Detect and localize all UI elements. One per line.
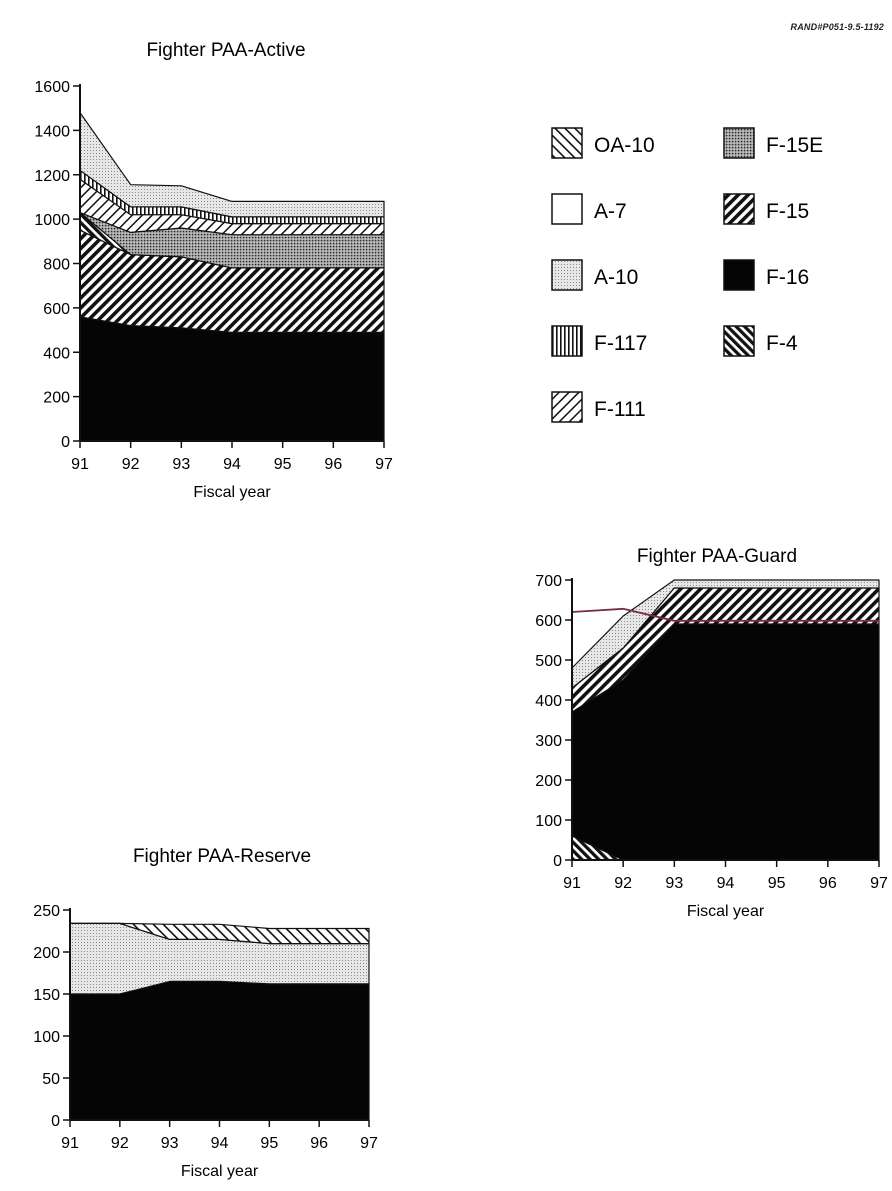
x-tick-label: 97 xyxy=(375,456,393,473)
y-tick-label: 0 xyxy=(51,1113,60,1130)
y-tick-label: 200 xyxy=(33,945,60,962)
x-tick-label: 92 xyxy=(614,875,632,892)
legend-item-oa-10: OA-10 xyxy=(551,127,655,159)
document-reference: RAND#P051-9.5-1192 xyxy=(790,22,884,32)
area-f-16 xyxy=(69,980,370,1121)
y-tick-label: 100 xyxy=(33,1029,60,1046)
legend-item-f-16: F-16 xyxy=(723,259,809,291)
x-tick-label: 96 xyxy=(310,1135,328,1152)
chart-title: Fighter PAA-Guard xyxy=(637,546,797,567)
legend-label: A-7 xyxy=(594,200,627,223)
legend: OA-10 F-15E A-7 F-15 A-10 F-16 F-117 F-4 F-111 xyxy=(551,127,823,423)
y-tick-label: 0 xyxy=(553,853,562,870)
y-tick-label: 100 xyxy=(535,813,562,830)
legend-swatch xyxy=(551,193,583,225)
x-tick-label: 92 xyxy=(111,1135,129,1152)
legend-swatch xyxy=(551,127,583,159)
y-tick-label: 0 xyxy=(61,434,70,451)
x-tick-label: 97 xyxy=(360,1135,378,1152)
x-axis-label: Fiscal year xyxy=(181,1163,259,1180)
legend-item-a-7: A-7 xyxy=(551,193,627,225)
x-tick-label: 95 xyxy=(260,1135,278,1152)
area-oa-10 xyxy=(69,922,370,945)
y-tick-label: 800 xyxy=(43,257,70,274)
legend-swatch xyxy=(551,325,583,357)
legend-label: F-117 xyxy=(594,332,647,355)
y-tick-label: 150 xyxy=(33,987,60,1004)
y-tick-label: 700 xyxy=(535,573,562,590)
legend-swatch xyxy=(723,325,755,357)
y-tick-label: 200 xyxy=(535,773,562,790)
x-tick-label: 94 xyxy=(211,1135,229,1152)
y-tick-label: 600 xyxy=(43,301,70,318)
y-tick-label: 1200 xyxy=(34,168,70,185)
legend-label: A-10 xyxy=(594,266,638,289)
legend-label: F-111 xyxy=(594,398,646,421)
legend-swatch xyxy=(551,391,583,423)
legend-swatch xyxy=(723,193,755,225)
x-tick-label: 97 xyxy=(870,875,888,892)
x-tick-label: 96 xyxy=(819,875,837,892)
y-tick-label: 200 xyxy=(43,390,70,407)
chart-reserve: Fighter PAA-Reserve 0 50 100 150 200 250 91 92 93… xyxy=(33,846,378,1180)
legend-swatch xyxy=(723,127,755,159)
x-tick-label: 95 xyxy=(768,875,786,892)
y-tick-label: 1600 xyxy=(34,79,70,96)
legend-item-f-15e: F-15E xyxy=(723,127,823,159)
area-f-16 xyxy=(79,316,385,442)
y-tick-label: 500 xyxy=(535,653,562,670)
line-a-7 xyxy=(571,607,879,622)
legend-item-f-15: F-15 xyxy=(723,193,809,225)
y-tick-label: 250 xyxy=(33,903,60,920)
legend-label: F-15 xyxy=(766,200,809,223)
x-tick-label: 92 xyxy=(122,456,140,473)
y-tick-label: 600 xyxy=(535,613,562,630)
area-a-10 xyxy=(79,112,385,218)
x-tick-label: 96 xyxy=(324,456,342,473)
chart-title: Fighter PAA-Active xyxy=(146,40,305,61)
x-tick-label: 94 xyxy=(717,875,735,892)
x-tick-label: 91 xyxy=(563,875,581,892)
legend-item-f-117: F-117 xyxy=(551,325,647,357)
y-tick-label: 50 xyxy=(42,1071,60,1088)
area-a-10 xyxy=(571,579,880,689)
x-tick-label: 91 xyxy=(61,1135,79,1152)
legend-item-f-111: F-111 xyxy=(551,391,646,423)
y-tick-label: 1000 xyxy=(34,212,70,229)
legend-item-a-10: A-10 xyxy=(551,259,638,291)
legend-item-f-4: F-4 xyxy=(723,325,798,357)
x-tick-label: 95 xyxy=(274,456,292,473)
legend-label: F-15E xyxy=(766,134,823,157)
y-tick-label: 300 xyxy=(535,733,562,750)
x-tick-label: 91 xyxy=(71,456,89,473)
legend-label: OA-10 xyxy=(594,134,655,157)
y-tick-label: 1400 xyxy=(34,123,70,140)
y-tick-label: 400 xyxy=(43,345,70,362)
y-tick-label: 400 xyxy=(535,693,562,710)
x-tick-label: 93 xyxy=(161,1135,179,1152)
x-axis-label: Fiscal year xyxy=(687,903,765,920)
legend-swatch xyxy=(551,259,583,291)
x-tick-label: 94 xyxy=(223,456,241,473)
chart-active: Fighter PAA-Active 0 200 400 600 800 1000 1200 1… xyxy=(34,40,393,501)
legend-label: F-16 xyxy=(766,266,809,289)
x-tick-label: 93 xyxy=(665,875,683,892)
chart-title: Fighter PAA-Reserve xyxy=(133,846,311,867)
x-axis-label: Fiscal year xyxy=(193,484,271,501)
legend-label: F-4 xyxy=(766,332,798,355)
x-tick-label: 93 xyxy=(172,456,190,473)
chart-guard: Fighter PAA-Guard 0 100 200 300 400 500 600 700 9… xyxy=(535,546,888,920)
legend-swatch xyxy=(723,259,755,291)
